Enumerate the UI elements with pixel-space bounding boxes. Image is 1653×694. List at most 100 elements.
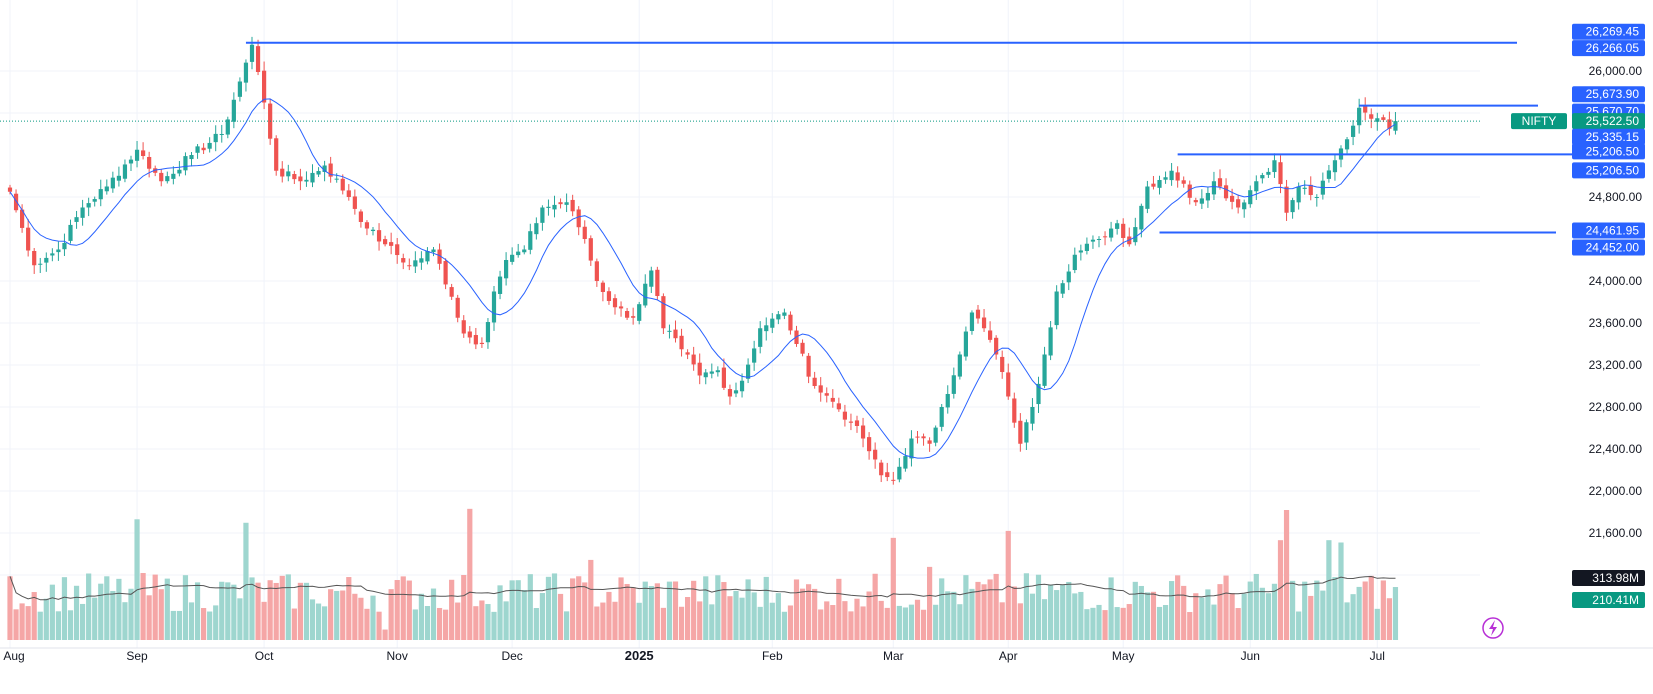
price-tag-bg xyxy=(1572,162,1645,179)
candle-body xyxy=(201,147,206,151)
candle xyxy=(782,308,787,320)
candle-body xyxy=(1357,107,1362,126)
volume-bar xyxy=(539,593,545,640)
candle xyxy=(618,301,624,317)
candle-body xyxy=(243,62,249,83)
candle xyxy=(171,166,176,185)
candle-body xyxy=(189,155,194,160)
candle xyxy=(909,430,914,467)
candle-body xyxy=(721,367,726,388)
volume-bar xyxy=(678,606,685,640)
price-moving-average-line xyxy=(9,98,1396,459)
candle-body xyxy=(957,354,962,377)
volume-bar xyxy=(890,537,896,640)
volume-bar xyxy=(733,590,739,640)
volume-bar xyxy=(388,589,394,640)
candle xyxy=(570,194,575,217)
candle-body xyxy=(425,250,430,262)
candle-body xyxy=(1109,228,1114,238)
candle-body xyxy=(1102,236,1108,238)
candle-body xyxy=(7,187,13,192)
volume-bar xyxy=(709,604,715,640)
volume-bar xyxy=(116,578,122,640)
volume-bar xyxy=(1108,577,1114,640)
candle-body xyxy=(752,348,757,363)
volume-bar xyxy=(1035,574,1042,640)
volume-bar xyxy=(110,590,116,640)
candle-body xyxy=(576,209,581,228)
candle-body xyxy=(903,456,908,469)
candle xyxy=(806,353,811,384)
lightning-icon-bolt[interactable] xyxy=(1489,620,1497,636)
candle-body xyxy=(643,283,648,306)
volume-bar xyxy=(485,604,491,640)
candle xyxy=(407,258,412,271)
candle-body xyxy=(1290,200,1295,213)
candle-body xyxy=(68,224,73,241)
symbol-badge xyxy=(1511,113,1567,130)
candle xyxy=(594,258,599,287)
price-tick-label: 22,000.00 xyxy=(1589,484,1643,498)
candle-body xyxy=(322,165,327,172)
candle xyxy=(1012,392,1017,428)
volume-bar xyxy=(533,608,539,640)
volume-bar xyxy=(920,609,927,640)
candle-body xyxy=(558,202,563,205)
candle xyxy=(62,233,67,256)
candle-layer xyxy=(7,36,1398,485)
volume-bar xyxy=(491,611,497,640)
volume-bar xyxy=(1235,608,1241,640)
volume-bar xyxy=(1048,584,1054,640)
candle xyxy=(110,171,115,193)
volume-bar xyxy=(1386,598,1392,640)
price-tag-label: 25,206.50 xyxy=(1586,144,1640,158)
candle-body xyxy=(147,156,152,169)
price-tag-label: 25,673.90 xyxy=(1586,87,1640,101)
candle-body xyxy=(1393,121,1398,131)
volume-bar xyxy=(249,577,255,640)
candle-body xyxy=(667,330,672,332)
volume-bar xyxy=(1120,607,1126,640)
candle xyxy=(685,349,690,360)
volume-bar xyxy=(412,609,418,640)
volume-bar xyxy=(963,575,969,640)
volume-bar xyxy=(872,573,878,640)
volume-bar xyxy=(1156,606,1163,640)
candle-body xyxy=(395,244,400,256)
candle-body xyxy=(830,397,835,402)
candle xyxy=(1024,419,1029,451)
time-axis[interactable]: Aug Sep Oct Nov Dec 2025 Feb Mar Apr May Jun Jul xyxy=(3,648,1385,663)
volume-bar xyxy=(473,606,479,640)
volume-bar xyxy=(588,559,594,640)
candle xyxy=(225,116,230,139)
candle xyxy=(1260,172,1265,184)
candle xyxy=(649,266,654,293)
candle-body xyxy=(38,263,43,265)
volume-bar xyxy=(1193,593,1199,640)
volume-bar xyxy=(1084,609,1090,640)
lightning-icon[interactable] xyxy=(1482,617,1504,639)
candle-body xyxy=(715,370,720,373)
price-tag: 26,266.05 xyxy=(1572,40,1645,57)
volume-bar xyxy=(945,591,951,640)
candle-body xyxy=(1193,200,1198,203)
volume-bar xyxy=(243,522,249,640)
candle-body xyxy=(304,179,309,182)
candle-body xyxy=(274,138,279,171)
candle-body xyxy=(758,328,763,347)
volume-bar xyxy=(146,595,152,640)
volume-bar xyxy=(1169,581,1175,640)
volume-bar xyxy=(255,582,261,640)
candle-body xyxy=(770,318,775,328)
candle-body xyxy=(873,449,878,460)
volume-bar xyxy=(594,606,600,640)
candle-body xyxy=(1181,180,1186,184)
candle xyxy=(38,257,43,273)
horizontal-levels-layer[interactable] xyxy=(0,41,1643,234)
candle-body xyxy=(673,329,678,339)
candle xyxy=(770,313,775,334)
volume-ma-layer xyxy=(9,575,1396,601)
candle xyxy=(50,248,55,262)
